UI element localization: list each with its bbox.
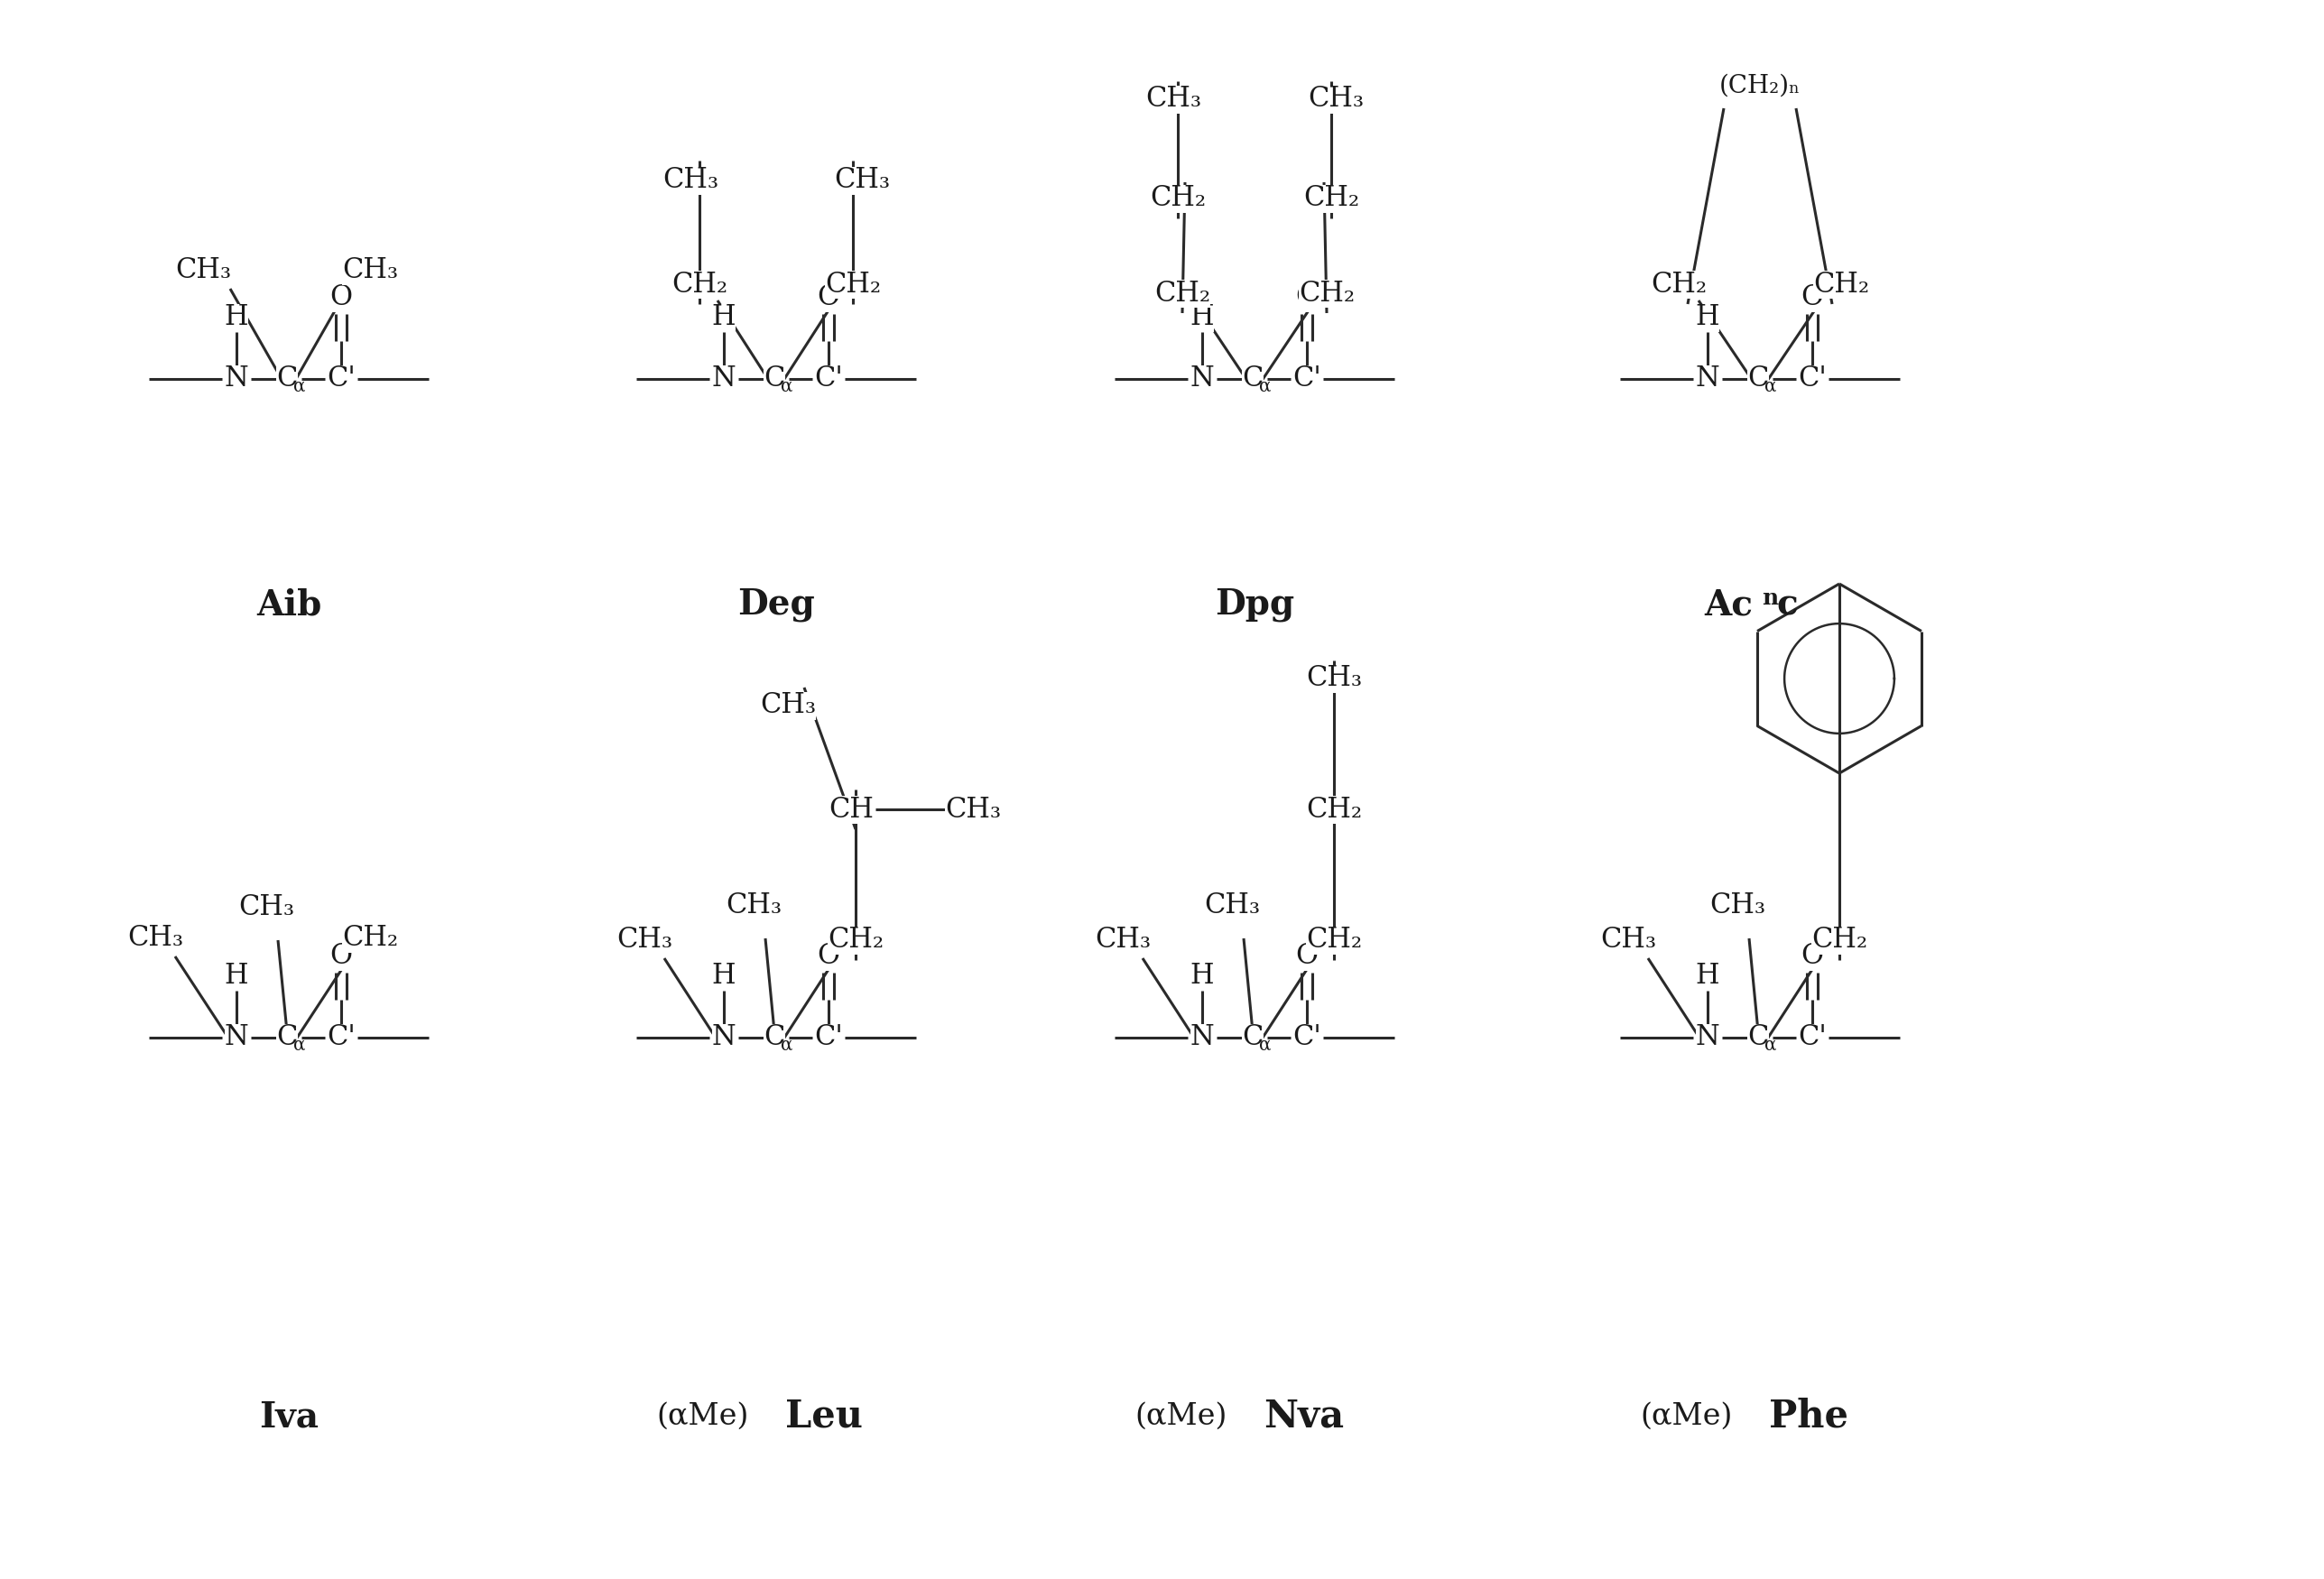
Text: CH₃: CH₃ [1308, 85, 1364, 114]
Text: O: O [1294, 943, 1318, 971]
Text: CH₃: CH₃ [760, 692, 816, 720]
Text: C: C [765, 365, 786, 393]
Text: O: O [1294, 284, 1318, 311]
Text: N: N [1697, 365, 1720, 393]
Text: n: n [1762, 587, 1778, 609]
Text: C': C' [813, 1023, 844, 1052]
Text: CH₂: CH₂ [827, 927, 883, 954]
Text: CH₂: CH₂ [672, 270, 727, 298]
Text: H: H [1697, 962, 1720, 990]
Text: α: α [1260, 1036, 1271, 1053]
Text: C': C' [1292, 1023, 1320, 1052]
Text: N: N [225, 1023, 249, 1052]
Text: C: C [765, 1023, 786, 1052]
Text: CH: CH [830, 796, 874, 823]
Text: C': C' [813, 365, 844, 393]
Text: Leu: Leu [786, 1397, 862, 1435]
Text: O: O [1801, 943, 1824, 971]
Text: CH₂: CH₂ [1810, 927, 1868, 954]
Text: CH₃: CH₃ [1095, 927, 1150, 954]
Text: CH₃: CH₃ [1204, 891, 1260, 919]
Text: α: α [293, 377, 307, 395]
Text: CH₂: CH₂ [825, 270, 881, 298]
Text: H: H [1190, 962, 1213, 990]
Text: Phe: Phe [1769, 1397, 1848, 1435]
Text: CH₃: CH₃ [239, 892, 295, 921]
Text: α: α [781, 1036, 792, 1053]
Text: CH₃: CH₃ [725, 891, 781, 919]
Text: CH₂: CH₂ [342, 924, 397, 952]
Text: N: N [1190, 365, 1213, 393]
Text: C: C [1241, 1023, 1264, 1052]
Text: CH₃: CH₃ [342, 257, 397, 284]
Text: CH₃: CH₃ [834, 166, 890, 194]
Text: CH₂: CH₂ [1813, 270, 1868, 298]
Text: CH₂: CH₂ [1650, 270, 1706, 298]
Text: CH₂: CH₂ [1306, 927, 1362, 954]
Text: C: C [277, 1023, 297, 1052]
Text: c: c [1776, 587, 1796, 622]
Text: C: C [1241, 365, 1264, 393]
Text: H: H [225, 962, 249, 990]
Text: CH₃: CH₃ [1306, 665, 1362, 693]
Text: Dpg: Dpg [1215, 587, 1294, 622]
Text: H: H [225, 303, 249, 332]
Text: Ac: Ac [1703, 587, 1752, 622]
Text: H: H [711, 962, 737, 990]
Text: Aib: Aib [256, 587, 321, 622]
Text: Iva: Iva [258, 1399, 318, 1434]
Text: H: H [711, 303, 737, 332]
Text: C: C [1748, 1023, 1769, 1052]
Text: CH₂: CH₂ [1155, 279, 1211, 308]
Text: CH₂: CH₂ [1304, 185, 1360, 213]
Text: CH₃: CH₃ [1601, 927, 1657, 954]
Text: C': C' [328, 365, 356, 393]
Text: N: N [711, 1023, 737, 1052]
Text: C': C' [1799, 365, 1827, 393]
Text: O: O [1801, 284, 1824, 311]
Text: α: α [293, 1036, 307, 1053]
Text: N: N [1697, 1023, 1720, 1052]
Text: C: C [277, 365, 297, 393]
Text: CH₃: CH₃ [946, 796, 1002, 823]
Text: CH₂: CH₂ [1299, 279, 1355, 308]
Text: N: N [1190, 1023, 1213, 1052]
Text: C': C' [1799, 1023, 1827, 1052]
Text: α: α [1764, 1036, 1778, 1053]
Text: Nva: Nva [1264, 1397, 1343, 1435]
Text: CH₃: CH₃ [616, 927, 672, 954]
Text: C': C' [328, 1023, 356, 1052]
Text: H: H [1190, 303, 1213, 332]
Text: CH₃: CH₃ [662, 166, 718, 194]
Text: CH₂: CH₂ [1150, 185, 1206, 213]
Text: N: N [225, 365, 249, 393]
Text: O: O [330, 943, 353, 971]
Text: CH₃: CH₃ [174, 257, 230, 284]
Text: α: α [1764, 377, 1778, 395]
Text: α: α [781, 377, 792, 395]
Text: C: C [1748, 365, 1769, 393]
Text: H: H [1697, 303, 1720, 332]
Text: Deg: Deg [737, 587, 816, 622]
Text: O: O [818, 943, 839, 971]
Text: (αMe): (αMe) [1134, 1402, 1227, 1431]
Text: CH₃: CH₃ [128, 924, 184, 952]
Text: O: O [330, 284, 353, 311]
Text: CH₃: CH₃ [1146, 85, 1202, 114]
Text: C': C' [1292, 365, 1320, 393]
Text: α: α [1260, 377, 1271, 395]
Text: CH₃: CH₃ [1710, 891, 1766, 919]
Text: (αMe): (αMe) [1641, 1402, 1734, 1431]
Text: CH₂: CH₂ [1306, 796, 1362, 823]
Text: (CH₂)ₙ: (CH₂)ₙ [1720, 74, 1801, 98]
Text: O: O [818, 284, 839, 311]
Text: (αMe): (αMe) [658, 1402, 748, 1431]
Text: N: N [711, 365, 737, 393]
